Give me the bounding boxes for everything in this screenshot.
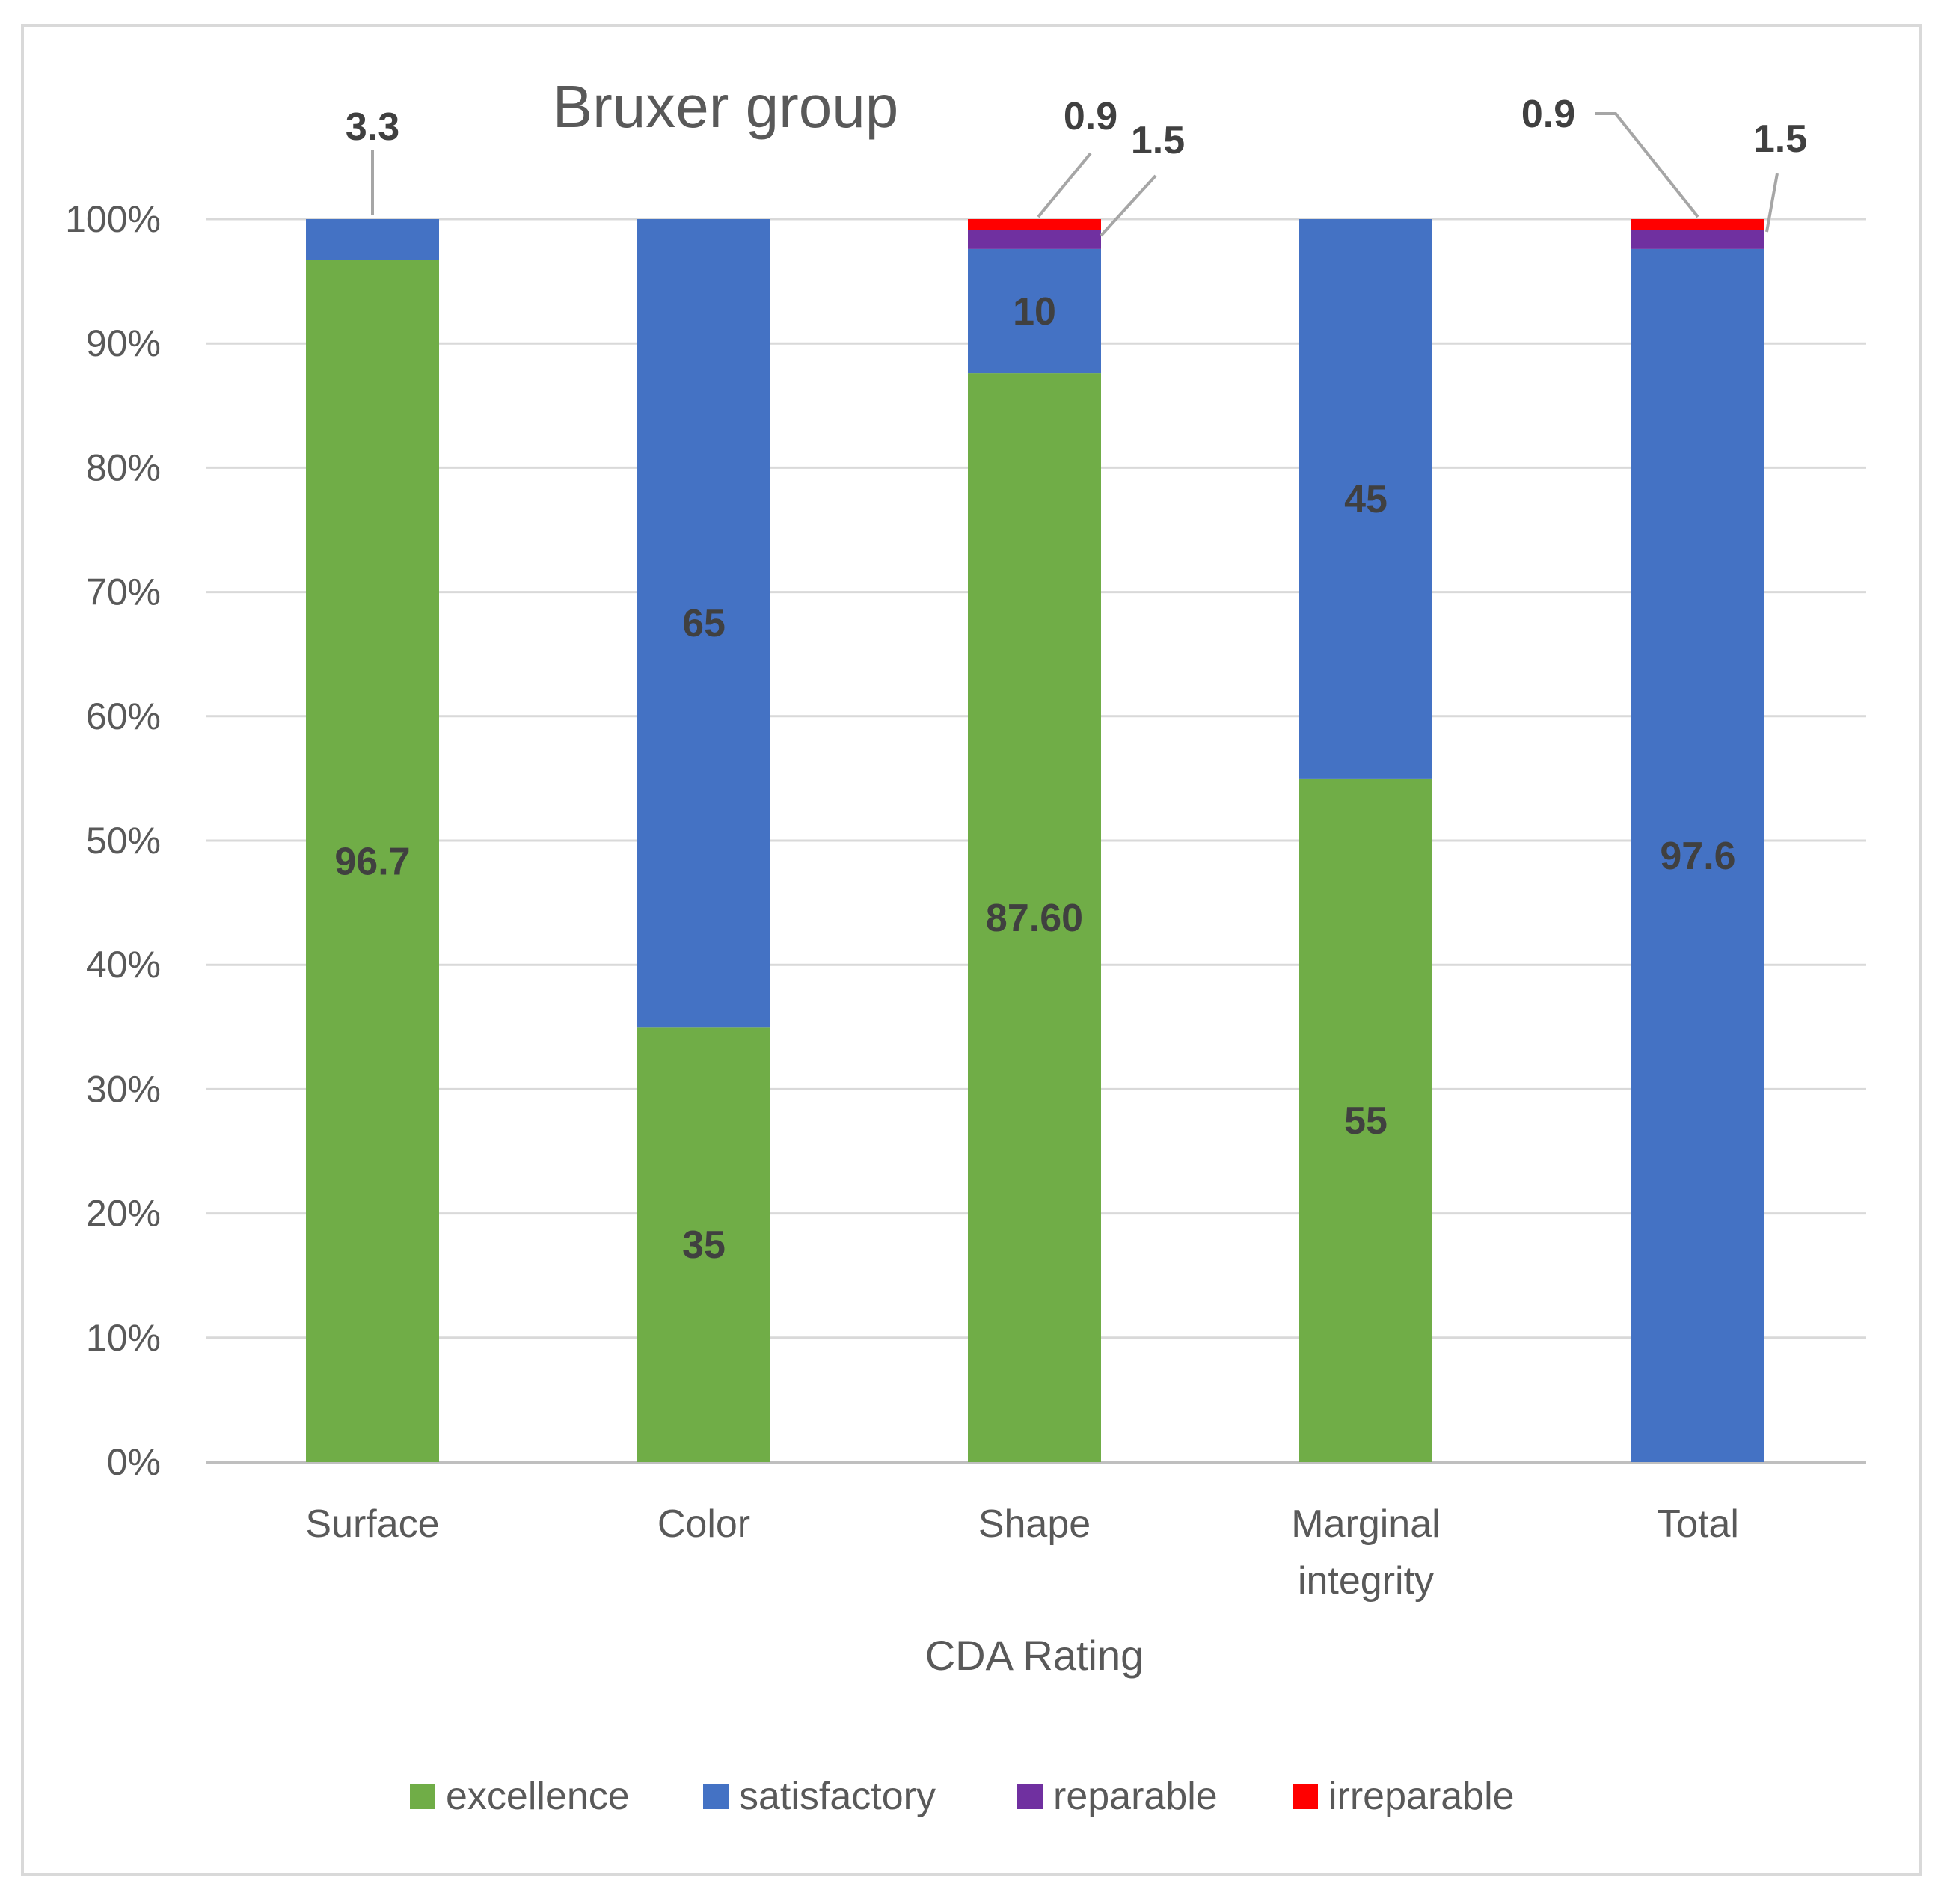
data-label-total-reparable: 1.5 bbox=[1753, 117, 1807, 161]
x-axis-title: CDA Rating bbox=[925, 1632, 1144, 1679]
bar-marginal-integrity-excellence bbox=[1299, 778, 1432, 1462]
bar-surface-excellence bbox=[306, 260, 439, 1463]
data-labels: 96.7 3.3 35 65 87.60 10 1.5 0.9 55 45 97.6 1.5 0.9 bbox=[334, 93, 1807, 1267]
data-label-surface-excellence: 96.7 bbox=[334, 840, 410, 883]
x-category-shape: Shape bbox=[978, 1502, 1091, 1546]
bars bbox=[306, 219, 1764, 1463]
data-label-marginal-integrity-satisfactory: 45 bbox=[1344, 478, 1388, 521]
x-category-total: Total bbox=[1657, 1502, 1739, 1546]
bar-total-reparable bbox=[1631, 230, 1764, 249]
y-tick-label: 100% bbox=[65, 198, 161, 240]
y-tick-label: 0% bbox=[107, 1441, 161, 1483]
x-category-surface: Surface bbox=[305, 1502, 439, 1546]
y-tick-label: 40% bbox=[86, 944, 161, 986]
bar-total-irreparable bbox=[1631, 219, 1764, 230]
data-label-marginal-integrity-excellence: 55 bbox=[1344, 1099, 1388, 1143]
data-label-color-satisfactory: 65 bbox=[682, 602, 726, 645]
y-tick-label: 80% bbox=[86, 446, 161, 488]
legend-swatch-reparable bbox=[1017, 1784, 1043, 1809]
callout-line-total-reparable bbox=[1765, 173, 1779, 233]
legend-swatch-irreparable bbox=[1293, 1784, 1318, 1809]
legend-swatch-excellence bbox=[410, 1784, 435, 1809]
y-tick-label: 60% bbox=[86, 695, 161, 737]
bar-shape-reparable bbox=[968, 230, 1101, 249]
y-axis-ticks: 0% 10% 20% 30% 40% 50% 60% 70% 80% 90% 100% bbox=[65, 198, 161, 1483]
legend-swatch-satisfactory bbox=[703, 1784, 729, 1809]
legend: excellence satisfactory reparable irreparab… bbox=[410, 1775, 1515, 1818]
data-label-shape-irreparable: 0.9 bbox=[1064, 95, 1117, 138]
bar-surface-satisfactory bbox=[306, 219, 439, 260]
callout-line-shape-reparable bbox=[1100, 174, 1157, 237]
legend-label-reparable: reparable bbox=[1053, 1775, 1218, 1818]
callout-line-total-irreparable bbox=[1595, 112, 1699, 218]
bar-shape-excellence bbox=[968, 373, 1101, 1462]
data-label-shape-excellence: 87.60 bbox=[986, 897, 1083, 940]
callout-line-shape-irreparable bbox=[1037, 152, 1092, 218]
legend-label-excellence: excellence bbox=[446, 1775, 630, 1818]
bar-shape-irreparable bbox=[968, 219, 1101, 230]
y-tick-label: 10% bbox=[86, 1317, 161, 1359]
y-tick-label: 20% bbox=[86, 1193, 161, 1235]
y-tick-label: 90% bbox=[86, 322, 161, 364]
data-label-total-irreparable: 0.9 bbox=[1521, 93, 1575, 136]
data-label-surface-satisfactory: 3.3 bbox=[346, 105, 399, 149]
legend-label-satisfactory: satisfactory bbox=[739, 1775, 936, 1818]
x-axis-categories: Surface Color Shape Marginal integrity Total bbox=[305, 1502, 1739, 1603]
data-label-color-excellence: 35 bbox=[682, 1223, 726, 1267]
chart-title: Bruxer group bbox=[553, 73, 898, 140]
bar-total-satisfactory bbox=[1631, 248, 1764, 1463]
callout-lines bbox=[371, 112, 1779, 237]
y-tick-label: 70% bbox=[86, 571, 161, 613]
data-label-shape-reparable: 1.5 bbox=[1131, 119, 1185, 162]
x-category-color: Color bbox=[657, 1502, 750, 1546]
bar-color-satisfactory bbox=[637, 219, 770, 1028]
x-category-marginal-integrity: Marginal integrity bbox=[1291, 1502, 1440, 1603]
bar-marginal-integrity-satisfactory bbox=[1299, 219, 1432, 779]
data-label-shape-satisfactory: 10 bbox=[1013, 290, 1056, 334]
bar-color-excellence bbox=[637, 1027, 770, 1462]
y-tick-label: 30% bbox=[86, 1068, 161, 1110]
y-tick-label: 50% bbox=[86, 820, 161, 862]
legend-label-irreparable: irreparable bbox=[1328, 1775, 1515, 1818]
data-label-total-satisfactory: 97.6 bbox=[1660, 835, 1735, 878]
bar-shape-satisfactory bbox=[968, 248, 1101, 374]
